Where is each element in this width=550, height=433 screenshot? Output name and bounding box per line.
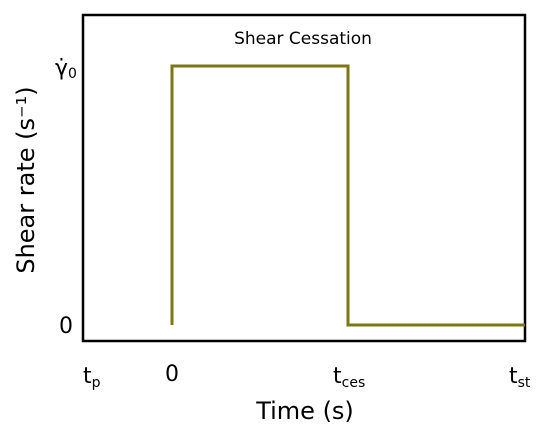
x-tick-zero: 0 xyxy=(165,362,179,387)
x-tick-tst: tst xyxy=(509,364,531,391)
chart-title: Shear Cessation xyxy=(234,29,372,49)
y-tick-zero: 0 xyxy=(59,314,73,339)
shear-rate-step-line xyxy=(170,64,525,327)
y-axis-label: Shear rate (s⁻¹) xyxy=(12,86,40,273)
x-axis-label: Time (s) xyxy=(255,397,354,425)
y-tick-gamma0: γ̇0 xyxy=(55,56,77,82)
x-tick-tces: tces xyxy=(333,364,365,391)
plot-frame xyxy=(81,13,527,343)
x-tick-tp: tp xyxy=(83,364,101,391)
